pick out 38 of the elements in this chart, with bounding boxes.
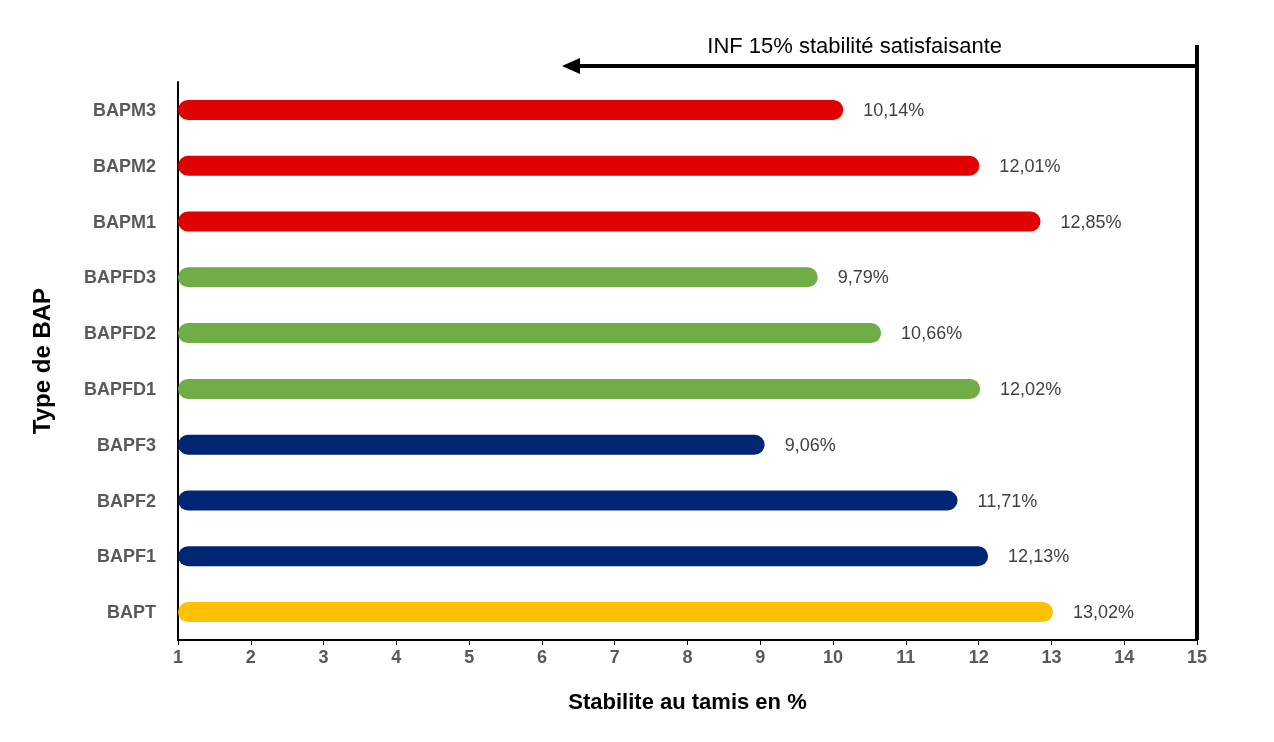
x-tick-label: 3 [318,647,329,667]
x-tick-label: 10 [823,647,844,667]
y-tick-label: BAPF3 [96,434,156,455]
data-label: 12,01% [999,155,1061,176]
x-tick-label: 7 [609,647,620,667]
x-tick-label: 13 [1041,647,1062,667]
data-label: 13,02% [1072,602,1134,623]
x-tick-label: 1 [172,647,184,667]
y-tick-label: BAPM2 [92,155,156,176]
y-tick-label: BAPM3 [92,99,156,120]
ref-line-label: INF 15% stabilité satisfaisante [707,33,1002,58]
x-tick-label: 6 [536,647,547,667]
data-label: 9,06% [784,434,836,455]
y-tick-label: BAPFD3 [83,267,156,288]
y-tick-label: BAPF1 [96,546,156,567]
x-tick-label: 8 [682,647,693,667]
data-label: 12,85% [1060,211,1122,232]
y-tick-label: BAPF2 [96,490,156,511]
data-label: 10,14% [863,99,925,120]
x-axis-title: Stabilite au tamis en % [568,688,807,714]
y-tick-label: BAPFD1 [83,378,156,399]
x-tick-label: 9 [755,647,766,667]
x-tick-label: 12 [968,647,989,667]
data-label: 12,02% [1000,378,1062,399]
x-tick-label: 14 [1114,647,1135,667]
x-tick-label: 4 [391,647,402,667]
x-tick-label: 11 [896,647,916,667]
y-axis-title: Type de BAP [27,287,55,435]
x-tick-label: 5 [464,647,475,667]
data-label: 10,66% [901,323,963,344]
data-label: 11,71% [977,490,1038,511]
y-tick-label: BAPM1 [92,211,156,232]
x-tick-label: 2 [245,647,256,667]
x-tick-label: 15 [1186,647,1208,667]
y-tick-label: BAPT [107,602,156,623]
data-label: 9,79% [837,267,889,288]
y-tick-label: BAPFD2 [83,323,156,344]
data-label: 12,13% [1008,546,1070,567]
